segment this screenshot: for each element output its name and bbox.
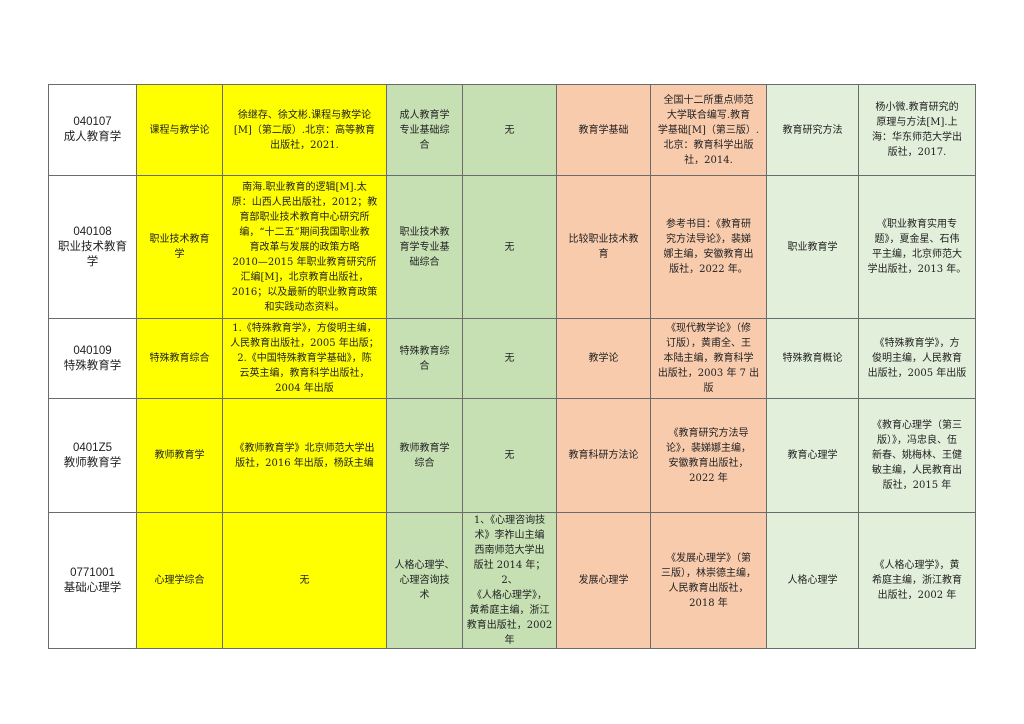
- reference-1-cell: 《教师教育学》北京师范大学出 版社，2016 年出版，杨跃主编: [222, 398, 387, 513]
- subject-2-cell: 特殊教育综 合: [386, 318, 463, 399]
- reference-2-cell: 无: [462, 175, 557, 319]
- major-code-cell: 0771001 基础心理学: [48, 512, 137, 649]
- reference-2-cell: 无: [462, 318, 557, 399]
- subject-4-cell: 教育研究方法: [766, 84, 859, 176]
- table-row: 0771001 基础心理学 心理学综合无人格心理学、 心理咨询技 术 1、《心理咨询…: [48, 512, 976, 649]
- subject-2-cell: 成人教育学 专业基础综 合: [386, 84, 463, 176]
- reference-3-cell: 《发展心理学》（第 三版），林崇德主编， 人民教育出版社， 2018 年: [650, 512, 767, 649]
- reference-1-cell: 徐继存、徐文彬.课程与教学论 [M]（第二版）.北京：高等教育 出版社，2021…: [222, 84, 387, 176]
- reference-4-cell: 《人格心理学》，黄 希庭主编，浙江教育 出版社，2002 年: [858, 512, 976, 649]
- reference-3-cell: 参考书目：《教育研 究方法导论》，裴娣 娜主编，安徽教育出 版社，2022 年。: [650, 175, 767, 319]
- subject-2-cell: 教师教育学 综合: [386, 398, 463, 513]
- subject-4-cell: 职业教育学: [766, 175, 859, 319]
- reference-4-cell: 《职业教育实用专 题》，夏金星、石伟 平主编，北京师范大 学出版社，2013 年…: [858, 175, 976, 319]
- reference-1-cell: 南海.职业教育的逻辑[M].太 原：山西人民出版社，2012；教 育部职业技术教…: [222, 175, 387, 319]
- reference-4-cell: 《特殊教育学》，方 俊明主编，人民教育 出版社，2005 年出版: [858, 318, 976, 399]
- reference-1-cell: 1.《特殊教育学》，方俊明主编， 人民教育出版社，2005 年出版； 2.《中国…: [222, 318, 387, 399]
- subject-3-cell: 教学论: [556, 318, 651, 399]
- subject-3-cell: 比较职业技术教 育: [556, 175, 651, 319]
- reference-3-cell: 《教育研究方法导 论》，裴娣娜主编， 安徽教育出版社， 2022 年: [650, 398, 767, 513]
- subject-2-cell: 职业技术教 育学专业基 础综合: [386, 175, 463, 319]
- table-row: 0401Z5 教师教育学 教师教育学 《教师教育学》北京师范大学出 版社，2016 …: [48, 398, 976, 513]
- table-row: 040107 成人教育学 课程与教学论 徐继存、徐文彬.课程与教学论 [M]（第二版…: [48, 84, 976, 176]
- subject-1-cell: 心理学综合: [136, 512, 223, 649]
- major-code-cell: 040108 职业技术教育 学: [48, 175, 137, 319]
- subject-1-cell: 特殊教育综合: [136, 318, 223, 399]
- reference-2-cell: 无: [462, 84, 557, 176]
- subject-1-cell: 课程与教学论: [136, 84, 223, 176]
- reference-3-cell: 全国十二所重点师范 大学联合编写.教育 学基础[M]（第三版）. 北京：教育科学…: [650, 84, 767, 176]
- reference-3-cell: 《现代教学论》（修 订版），黄甫全、王 本陆主编，教育科学 出版社，2003 年…: [650, 318, 767, 399]
- table-row: 040108 职业技术教育 学职业技术教育 学南海.职业教育的逻辑[M].太 原…: [48, 175, 976, 319]
- major-code-cell: 040109 特殊教育学: [48, 318, 137, 399]
- subject-4-cell: 教育心理学: [766, 398, 859, 513]
- subject-2-cell: 人格心理学、 心理咨询技 术: [386, 512, 463, 649]
- subject-4-cell: 特殊教育概论: [766, 318, 859, 399]
- subject-3-cell: 教育学基础: [556, 84, 651, 176]
- subject-3-cell: 教育科研方法论: [556, 398, 651, 513]
- major-code-cell: 040107 成人教育学: [48, 84, 137, 176]
- exam-subjects-table: 040107 成人教育学 课程与教学论 徐继存、徐文彬.课程与教学论 [M]（第二版…: [48, 84, 976, 649]
- reference-4-cell: 《教育心理学（第三 版）》，冯忠良、伍 新春、姚梅林、王健 敏主编，人民教育出 …: [858, 398, 976, 513]
- reference-2-cell: 1、《心理咨询技 术》李祚山主编 西南师范大学出 版社 2014 年；2、 《人…: [462, 512, 557, 649]
- subject-4-cell: 人格心理学: [766, 512, 859, 649]
- reference-1-cell: 无: [222, 512, 387, 649]
- subject-1-cell: 职业技术教育 学: [136, 175, 223, 319]
- table-row: 040109 特殊教育学 特殊教育综合 1.《特殊教育学》，方俊明主编， 人民教育出…: [48, 318, 976, 399]
- major-code-cell: 0401Z5 教师教育学: [48, 398, 137, 513]
- subject-1-cell: 教师教育学: [136, 398, 223, 513]
- reference-2-cell: 无: [462, 398, 557, 513]
- subject-3-cell: 发展心理学: [556, 512, 651, 649]
- reference-4-cell: 杨小微.教育研究的 原理与方法[M].上 海：华东师范大学出 版社，2017.: [858, 84, 976, 176]
